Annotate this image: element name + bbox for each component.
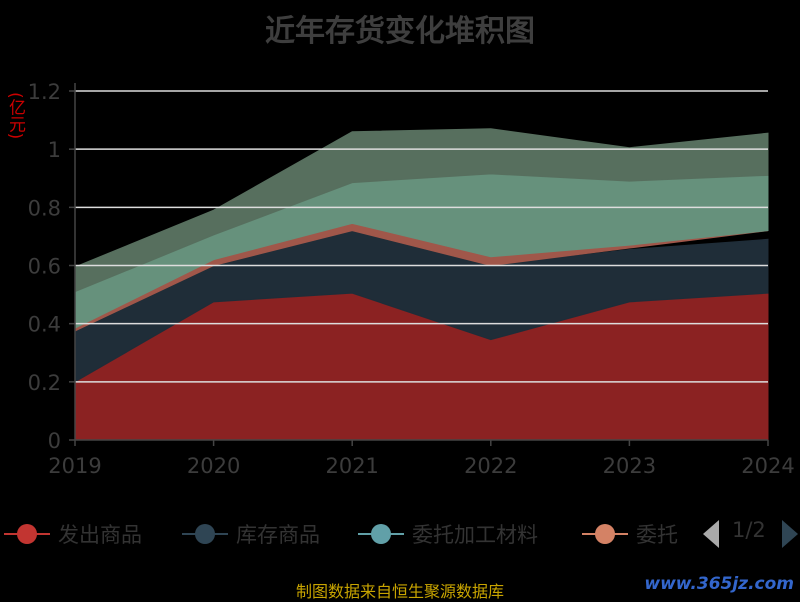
series-area-5 (74, 128, 769, 293)
area-layer (74, 128, 769, 441)
y-tick-label-0: 0 (48, 429, 61, 453)
legend-item-3[interactable]: 委托 (582, 514, 678, 554)
legend-marker-2 (358, 514, 404, 554)
legend-marker-1 (182, 514, 228, 554)
x-tick-label-0: 2019 (48, 454, 101, 478)
legend: 发出商品 库存商品 委托加工材料 委托 (0, 514, 800, 554)
x-tick-label-4: 2023 (603, 454, 656, 478)
y-tick-label-2: 0.4 (28, 313, 61, 337)
y-tick-label-1: 0.2 (28, 371, 61, 395)
watermark: www.365jz.com (644, 574, 794, 594)
x-tick-label-5: 2024 (741, 454, 794, 478)
y-tick-label-6: 1.2 (28, 80, 61, 104)
legend-item-1[interactable]: 库存商品 (182, 514, 320, 554)
axis-layer: 0 0.2 0.4 0.6 0.8 1 1.2 2019 2020 2021 2022 2023 202… (28, 80, 795, 478)
legend-label-1: 库存商品 (236, 523, 320, 547)
legend-dot-1 (195, 524, 215, 544)
legend-item-2[interactable]: 委托加工材料 (358, 514, 538, 554)
legend-dot-0 (17, 524, 37, 544)
y-tick-label-4: 0.8 (28, 196, 61, 220)
legend-marker-3 (582, 514, 628, 554)
legend-label-3: 委托 (636, 523, 678, 547)
data-source-note: 制图数据来自恒生聚源数据库 (295, 582, 504, 601)
x-tick-label-3: 2022 (464, 454, 517, 478)
legend-next-page-icon[interactable] (782, 520, 798, 548)
x-tick-label-2: 2021 (325, 454, 378, 478)
legend-marker-0 (4, 514, 50, 554)
grid-layer (75, 90, 768, 383)
y-tick-label-5: 1 (48, 138, 61, 162)
legend-dot-3 (595, 524, 615, 544)
legend-page-indicator: 1/2 (732, 518, 766, 542)
legend-prev-page-icon[interactable] (703, 520, 719, 548)
chart-title: 近年存货变化堆积图 (265, 14, 535, 49)
y-tick-label-3: 0.6 (28, 255, 61, 279)
x-tick-label-1: 2020 (187, 454, 240, 478)
legend-label-0: 发出商品 (58, 523, 142, 547)
legend-item-0[interactable]: 发出商品 (4, 514, 142, 554)
y-axis-unit: (亿元) (5, 92, 25, 140)
legend-label-2: 委托加工材料 (412, 523, 538, 547)
legend-dot-2 (371, 524, 391, 544)
